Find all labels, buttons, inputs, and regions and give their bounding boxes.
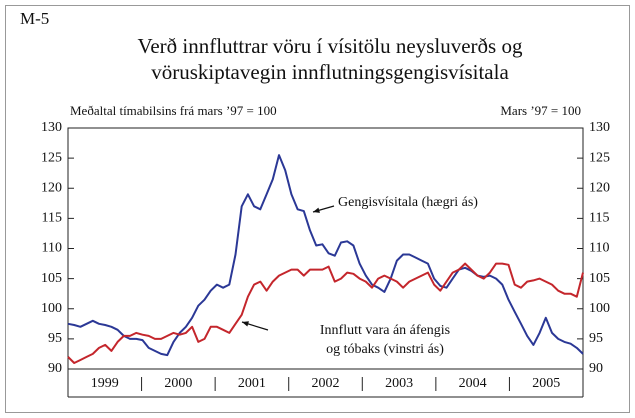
x-tick-label: 2000 xyxy=(164,376,192,391)
y-tick-label: 110 xyxy=(42,241,62,256)
arrow-head xyxy=(313,207,320,213)
x-tick-label: 2005 xyxy=(532,376,560,391)
y-tick-label: 115 xyxy=(42,211,62,226)
chart-title: vöruskiptavegin innflutningsgengisvísita… xyxy=(151,60,509,84)
y2-tick-label: 120 xyxy=(589,180,610,195)
y2-tick-label: 100 xyxy=(589,301,610,316)
x-tick-label: 2004 xyxy=(459,376,487,391)
y2-tick-label: 90 xyxy=(589,361,603,376)
series-annotation: Gengisvísitala (hægri ás) xyxy=(338,195,478,210)
y2-tick-label: 95 xyxy=(589,331,603,346)
y2-tick-label: 105 xyxy=(589,271,610,286)
y-axis-label: Meðaltal tímabilsins frá mars ’97 = 100 xyxy=(70,103,277,118)
chart-title: Verð innfluttrar vöru í vísitölu neysluv… xyxy=(138,34,523,58)
y-tick-label: 120 xyxy=(41,180,62,195)
x-tick-label: 1999 xyxy=(91,376,119,391)
y-tick-label: 95 xyxy=(48,331,62,346)
x-tick-label: 2002 xyxy=(312,376,340,391)
series-line xyxy=(67,262,584,364)
y2-tick-label: 125 xyxy=(589,150,610,165)
y-tick-label: 90 xyxy=(48,361,62,376)
series-line xyxy=(67,154,584,357)
figure-label: M-5 xyxy=(20,9,49,28)
y-tick-label: 105 xyxy=(41,271,62,286)
y2-axis-label: Mars ’97 = 100 xyxy=(500,103,581,118)
series-annotation: Innflutt vara án áfengis xyxy=(320,323,450,338)
y-tick-label: 125 xyxy=(41,150,62,165)
y2-tick-label: 115 xyxy=(589,211,609,226)
series-annotation: og tóbaks (vinstri ás) xyxy=(326,342,444,357)
y2-tick-label: 130 xyxy=(589,120,610,135)
y2-tick-label: 110 xyxy=(589,241,609,256)
x-tick-label: 2001 xyxy=(238,376,266,391)
x-tick-label: 2003 xyxy=(385,376,413,391)
y-tick-label: 130 xyxy=(41,120,62,135)
arrow-head xyxy=(242,321,249,327)
y-tick-label: 100 xyxy=(41,301,62,316)
